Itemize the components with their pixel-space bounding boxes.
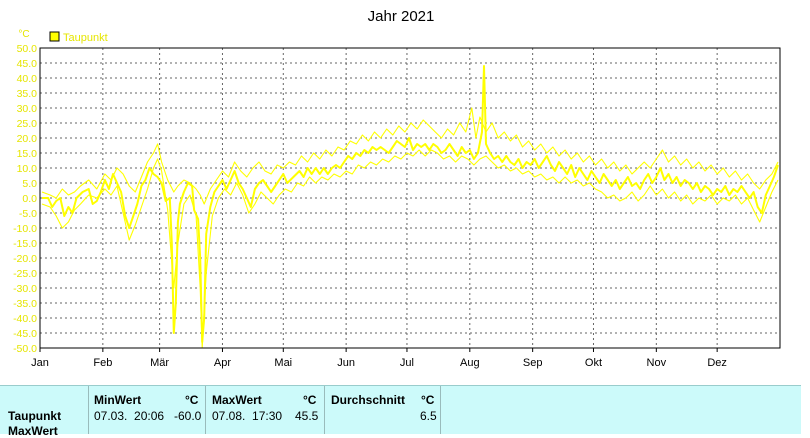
x-tick-label: Mai: [274, 357, 292, 369]
legend-label: Taupunkt: [63, 32, 108, 44]
divider: [440, 386, 441, 434]
series-layer: [41, 65, 779, 348]
y-tick-label: 5.0: [22, 178, 37, 190]
y-tick-label: 25.0: [17, 118, 38, 130]
chart: Jahr 2021 °C Taupunkt 50.0 45.0 40.0 35.0 30…: [13, 8, 781, 369]
row-label-maxwert: MaxWert: [8, 424, 58, 438]
x-tick-label: Nov: [647, 357, 667, 369]
y-tick-label: -30.0: [13, 283, 37, 295]
min-unit: °C: [185, 393, 199, 407]
y-tick-label: 50.0: [17, 43, 38, 55]
avg-unit: °C: [421, 393, 435, 407]
y-tick-label: -35.0: [13, 298, 37, 310]
y-unit: °C: [18, 29, 29, 40]
x-tick-label: Dez: [707, 357, 727, 369]
x-tick-label: Sep: [523, 357, 543, 369]
y-tick-label: -20.0: [13, 253, 37, 265]
x-tick-label: Feb: [93, 357, 112, 369]
x-tick-label: Mär: [150, 357, 169, 369]
avg-value: 6.5: [420, 409, 437, 423]
y-tick-label: -15.0: [13, 238, 37, 250]
divider: [324, 386, 325, 434]
stats-table: MinWert °C MaxWert °C Durchschnitt °C Ta…: [0, 385, 801, 438]
x-tick-label: Jul: [400, 357, 414, 369]
x-axis: Jan Feb Mär Apr Mai Jun Jul Aug Sep Okt Nov Dez: [31, 357, 727, 369]
series-line: [41, 149, 779, 348]
max-value: 45.5: [295, 409, 319, 423]
plot-frame: [39, 47, 781, 349]
series-line: [42, 65, 779, 343]
y-tick-label: 45.0: [17, 58, 38, 70]
divider: [205, 386, 206, 434]
max-unit: °C: [303, 393, 317, 407]
y-tick-label: -50.0: [13, 343, 37, 355]
chart-title: Jahr 2021: [368, 8, 435, 25]
divider: [88, 386, 89, 434]
x-tick-label: Okt: [585, 357, 602, 369]
x-tick-label: Apr: [214, 357, 231, 369]
y-tick-label: -5.0: [19, 208, 37, 220]
min-datetime: 07.03. 20:06: [94, 409, 165, 423]
x-tick-label: Jun: [337, 357, 355, 369]
avg-header: Durchschnitt: [331, 393, 406, 407]
y-tick-label: -25.0: [13, 268, 37, 280]
series-line: [41, 107, 779, 205]
max-header: MaxWert: [212, 393, 262, 407]
max-datetime: 07.08. 17:30: [212, 409, 283, 423]
x-tick-label: Jan: [31, 357, 49, 369]
y-tick-label: 35.0: [17, 88, 38, 100]
y-tick-label: 30.0: [17, 103, 38, 115]
y-tick-label: 40.0: [17, 73, 38, 85]
y-tick-label: 10.0: [17, 163, 38, 175]
min-header: MinWert: [94, 393, 142, 407]
x-tick-label: Aug: [460, 357, 480, 369]
y-axis: 50.0 45.0 40.0 35.0 30.0 25.0 20.0 15.0 10.0 5.0 0…: [13, 43, 37, 355]
y-tick-label: 20.0: [17, 133, 38, 145]
min-value: -60.0: [174, 409, 202, 423]
y-tick-label: -40.0: [13, 313, 37, 325]
row-label-taupunkt: Taupunkt: [8, 409, 62, 423]
y-tick-label: -45.0: [13, 328, 37, 340]
legend-swatch: [49, 31, 60, 42]
y-tick-label: 15.0: [17, 148, 38, 160]
y-tick-label: -10.0: [13, 223, 37, 235]
grid: [39, 48, 780, 352]
y-tick-label: 0.0: [22, 193, 37, 205]
